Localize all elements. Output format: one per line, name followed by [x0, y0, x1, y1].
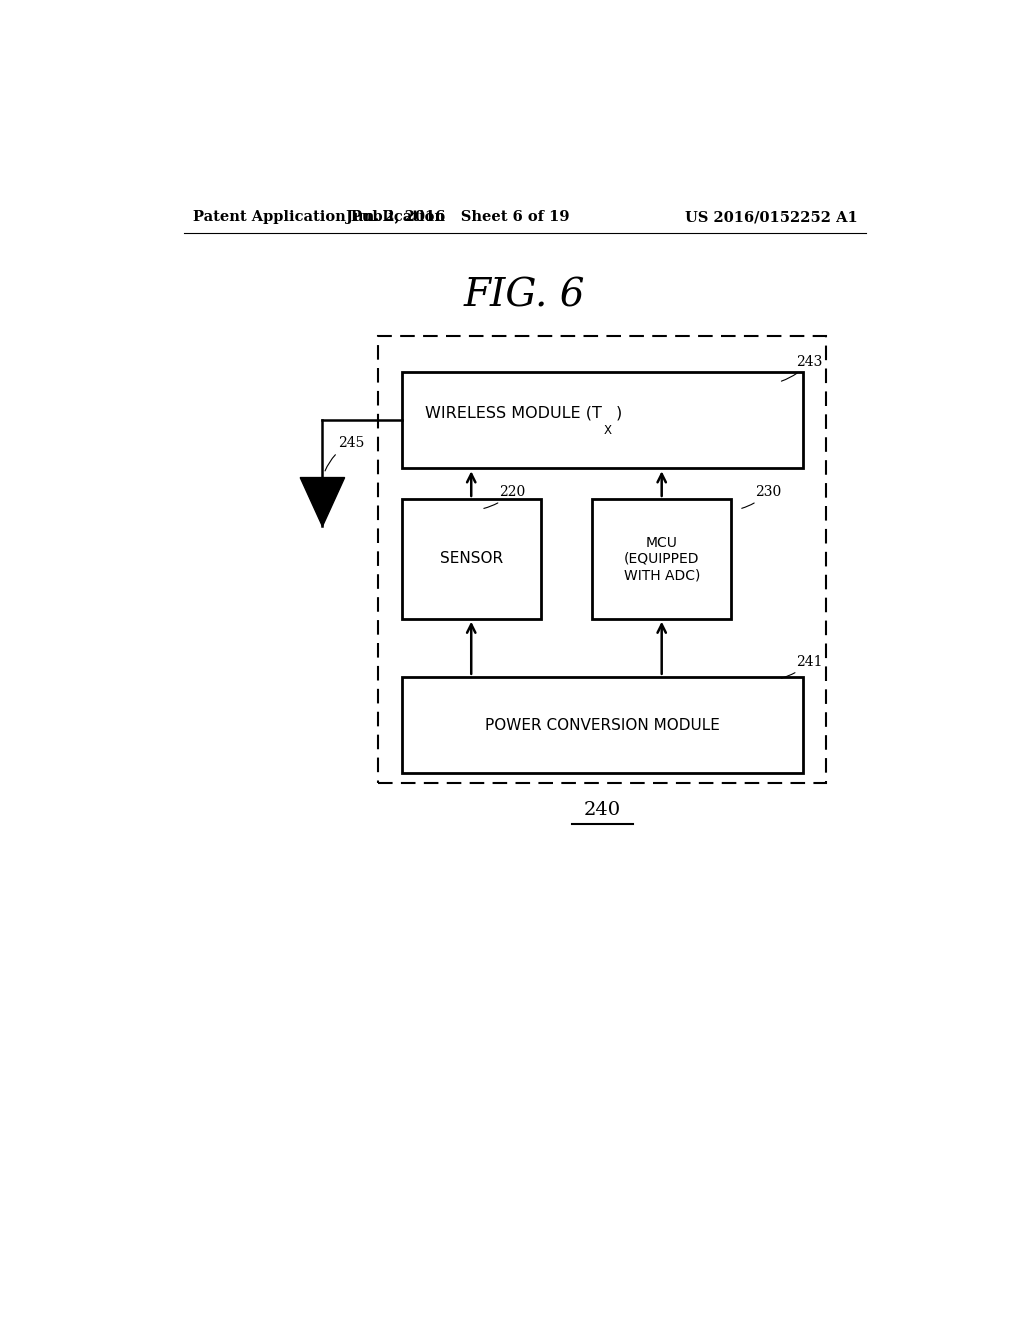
- Text: 243: 243: [781, 355, 822, 381]
- Text: 230: 230: [741, 484, 781, 508]
- Bar: [401, 372, 803, 469]
- Text: WIRELESS MODULE (T: WIRELESS MODULE (T: [425, 405, 602, 421]
- Polygon shape: [300, 478, 345, 527]
- Bar: [401, 677, 803, 774]
- Text: 240: 240: [584, 801, 622, 818]
- Text: FIG. 6: FIG. 6: [464, 277, 586, 314]
- Text: 245: 245: [325, 436, 365, 471]
- Text: Patent Application Publication: Patent Application Publication: [194, 210, 445, 224]
- Text: MCU
(EQUIPPED
WITH ADC): MCU (EQUIPPED WITH ADC): [624, 536, 699, 582]
- Bar: [592, 499, 731, 619]
- Text: X: X: [604, 424, 611, 437]
- Text: Jun. 2, 2016   Sheet 6 of 19: Jun. 2, 2016 Sheet 6 of 19: [345, 210, 569, 224]
- Text: SENSOR: SENSOR: [439, 552, 503, 566]
- Text: 220: 220: [484, 484, 525, 508]
- Text: 241: 241: [781, 655, 822, 678]
- Bar: [401, 499, 541, 619]
- Bar: [378, 337, 826, 784]
- Text: US 2016/0152252 A1: US 2016/0152252 A1: [685, 210, 858, 224]
- Text: ): ): [615, 405, 622, 421]
- Text: POWER CONVERSION MODULE: POWER CONVERSION MODULE: [484, 718, 720, 733]
